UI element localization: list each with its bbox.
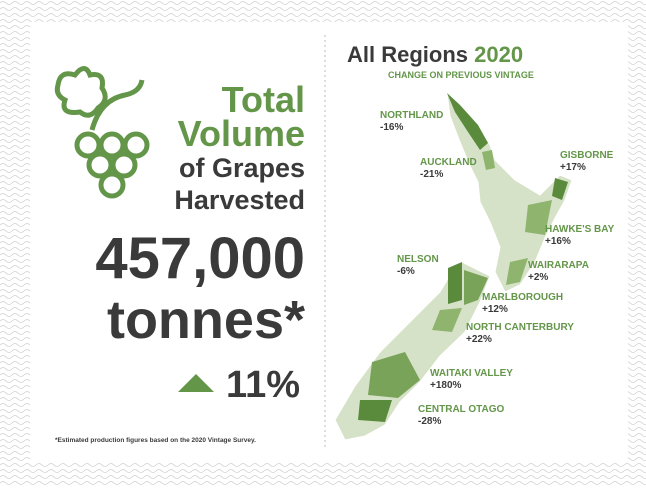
- region-name: HAWKE'S BAY: [545, 224, 615, 235]
- region-name: CENTRAL OTAGO: [418, 404, 505, 415]
- unit: tonnes*: [107, 290, 305, 350]
- region-labels: NORTHLAND-16% AUCKLAND-21% GISBORNE+17% HAW…: [380, 110, 615, 427]
- region-change: -21%: [420, 169, 443, 180]
- region-name: NELSON: [397, 254, 439, 265]
- region-change: +16%: [545, 236, 571, 247]
- title-line: Total: [222, 79, 305, 120]
- region-name: GISBORNE: [560, 150, 614, 161]
- region-change: +2%: [528, 272, 548, 283]
- region-change: +180%: [430, 380, 462, 391]
- map: [334, 91, 573, 441]
- title-line: of Grapes: [179, 153, 305, 183]
- title-line: Volume: [178, 113, 305, 154]
- region-change: +22%: [466, 334, 492, 345]
- map-year: 2020: [474, 42, 523, 67]
- grape-icon: [54, 66, 150, 199]
- change: 11%: [226, 364, 300, 406]
- region-change: +17%: [560, 162, 586, 173]
- map-title: All Regions 2020: [347, 42, 523, 67]
- title-line: Harvested: [174, 185, 305, 215]
- region-name: NORTH CANTERBURY: [466, 322, 574, 333]
- map-subtitle: CHANGE ON PREVIOUS VINTAGE: [388, 70, 534, 80]
- region-change: -6%: [397, 266, 415, 277]
- up-arrow: [178, 374, 214, 392]
- region-change: -16%: [380, 122, 403, 133]
- footnote: *Estimated production figures based on t…: [55, 437, 256, 444]
- region-name: AUCKLAND: [420, 157, 477, 168]
- region-name: WAIRARAPA: [528, 260, 589, 271]
- region-change: +12%: [482, 304, 508, 315]
- region-change: -28%: [418, 416, 441, 427]
- region-name: WAITAKI VALLEY: [430, 368, 513, 379]
- region-name: NORTHLAND: [380, 110, 443, 121]
- volume: 457,000: [95, 226, 305, 291]
- map-title-text: All Regions: [347, 42, 468, 67]
- region-name: MARLBOROUGH: [482, 292, 563, 303]
